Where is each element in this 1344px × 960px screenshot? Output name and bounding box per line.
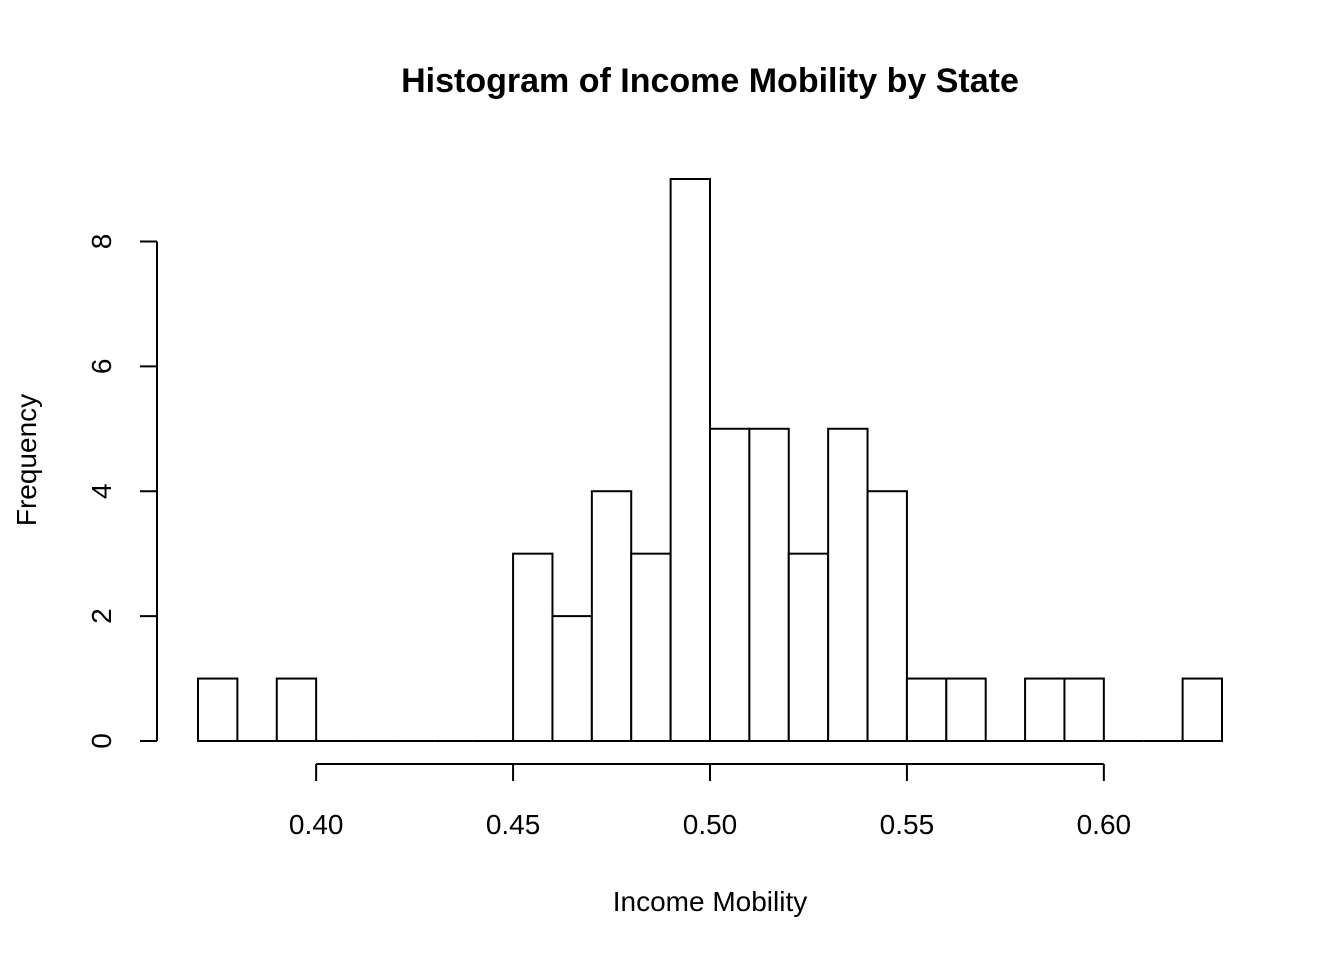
histogram-bar — [827, 427, 869, 742]
x-tick-label: 0.40 — [289, 809, 344, 840]
y-axis-title: Frequency — [11, 394, 42, 526]
histogram-bar — [197, 677, 239, 742]
histogram-bar — [1063, 677, 1105, 742]
histogram-bar — [709, 427, 751, 742]
x-tick-label: 0.45 — [486, 809, 541, 840]
histogram-bar — [590, 490, 633, 742]
histogram-bar — [787, 552, 830, 742]
x-axis-title: Income Mobility — [613, 886, 808, 917]
y-tick-label: 0 — [86, 733, 117, 749]
y-tick-label: 8 — [86, 234, 117, 250]
histogram-bars — [197, 178, 1223, 742]
histogram-bar — [945, 677, 987, 742]
x-tick-label: 0.55 — [880, 809, 935, 840]
histogram-bar — [866, 490, 908, 742]
x-tick-label: 0.50 — [683, 809, 738, 840]
histogram-bar — [1024, 677, 1066, 742]
histogram-bar — [275, 677, 318, 742]
histogram-bar — [748, 427, 790, 742]
histogram-bar — [905, 677, 948, 742]
histogram-bar — [512, 552, 554, 742]
y-tick-label: 4 — [86, 483, 117, 499]
histogram-bar — [669, 178, 711, 742]
y-tick-label: 6 — [86, 359, 117, 375]
chart-title: Histogram of Income Mobility by State — [401, 62, 1019, 100]
histogram-bar — [1181, 677, 1223, 742]
y-axis: 0 2 4 6 8 — [86, 234, 158, 749]
histogram-bar — [630, 552, 672, 742]
histogram-bar — [551, 615, 593, 742]
x-axis: 0.40 0.45 0.50 0.55 0.60 — [289, 763, 1132, 840]
y-tick-label: 2 — [86, 608, 117, 624]
x-tick-label: 0.60 — [1077, 809, 1132, 840]
